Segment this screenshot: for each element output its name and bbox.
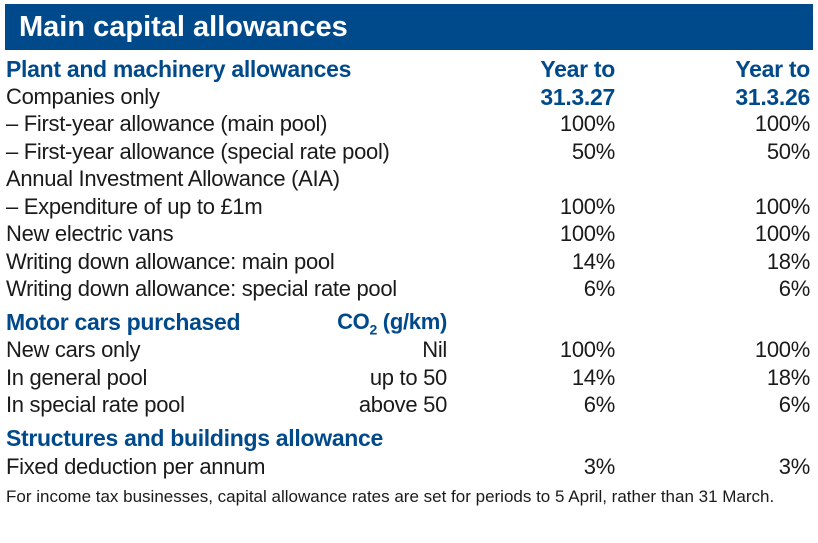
table-row: – First-year allowance (main pool) 100% 10…	[6, 110, 810, 138]
value-2027: 6%	[583, 392, 616, 417]
table-row: New electric vans 100% 100%	[6, 220, 810, 248]
co2-header: CO2 (g/km)	[337, 308, 447, 343]
row-label: – Expenditure of up to £1m	[6, 194, 263, 219]
cars-header-row: Motor cars purchased CO2 (g/km)	[6, 308, 810, 337]
co2-label: CO	[337, 309, 370, 334]
table-row: Writing down allowance: main pool 14% 18%	[6, 248, 810, 276]
row-label: Annual Investment Allowance (AIA)	[6, 166, 340, 191]
value-2027: 100%	[559, 111, 615, 136]
value-2026: 100%	[754, 221, 810, 246]
col2-date: 31.3.26	[735, 84, 810, 110]
co2-subscript: 2	[369, 321, 377, 338]
value-2026: 3%	[778, 454, 811, 479]
row-label: New electric vans	[6, 221, 174, 246]
table-row: Fixed deduction per annum 3% 3%	[6, 453, 810, 481]
title-bar: Main capital allowances	[5, 4, 813, 50]
table-row: In general pool up to 50 14% 18%	[6, 364, 810, 392]
col2-header: Year to	[735, 56, 810, 82]
value-2027: 14%	[571, 365, 615, 390]
co2-unit: (g/km)	[376, 309, 448, 334]
plant-header-row: Plant and machinery allowances Year to Y…	[6, 55, 810, 83]
value-2026: 100%	[754, 111, 810, 136]
co2-value: Nil	[422, 337, 447, 362]
row-label: Writing down allowance: main pool	[6, 249, 335, 274]
row-label: New cars only	[6, 337, 141, 362]
row-label: Writing down allowance: special rate poo…	[6, 276, 397, 301]
value-2027: 100%	[559, 221, 615, 246]
table-row: – First-year allowance (special rate poo…	[6, 138, 810, 166]
col1-date: 31.3.27	[540, 84, 615, 110]
row-label: In general pool	[6, 365, 148, 390]
table-row: Companies only 31.3.27 31.3.26	[6, 83, 810, 111]
table-row: Annual Investment Allowance (AIA)	[6, 165, 810, 193]
row-label: Companies only	[6, 84, 160, 109]
value-2027: 100%	[559, 194, 615, 219]
col1-header: Year to	[540, 56, 615, 82]
value-2027: 14%	[571, 249, 615, 274]
table-row: In special rate pool above 50 6% 6%	[6, 391, 810, 419]
co2-value: up to 50	[369, 365, 447, 390]
structures-header-row: Structures and buildings allowance	[6, 424, 810, 452]
value-2026: 100%	[754, 337, 810, 362]
value-2026: 18%	[766, 249, 810, 274]
value-2026: 6%	[778, 276, 811, 301]
table-row: New cars only Nil 100% 100%	[6, 336, 810, 364]
page-title: Main capital allowances	[19, 11, 348, 43]
value-2026: 18%	[766, 365, 810, 390]
section-heading: Plant and machinery allowances	[6, 56, 352, 82]
value-2027: 3%	[583, 454, 616, 479]
value-2027: 6%	[583, 276, 616, 301]
value-2026: 50%	[766, 139, 810, 164]
row-label: – First-year allowance (special rate poo…	[6, 139, 390, 164]
table-row: – Expenditure of up to £1m 100% 100%	[6, 193, 810, 221]
section-heading: Structures and buildings allowance	[6, 425, 384, 451]
row-label: Fixed deduction per annum	[6, 454, 266, 479]
value-2026: 6%	[778, 392, 811, 417]
co2-value: above 50	[358, 392, 447, 417]
section-heading: Motor cars purchased	[6, 309, 241, 335]
row-label: – First-year allowance (main pool)	[6, 111, 328, 136]
table-row: Writing down allowance: special rate poo…	[6, 275, 810, 303]
footnote: For income tax businesses, capital allow…	[6, 487, 775, 506]
row-label: In special rate pool	[6, 392, 185, 417]
value-2027: 100%	[559, 337, 615, 362]
value-2026: 100%	[754, 194, 810, 219]
value-2027: 50%	[571, 139, 615, 164]
